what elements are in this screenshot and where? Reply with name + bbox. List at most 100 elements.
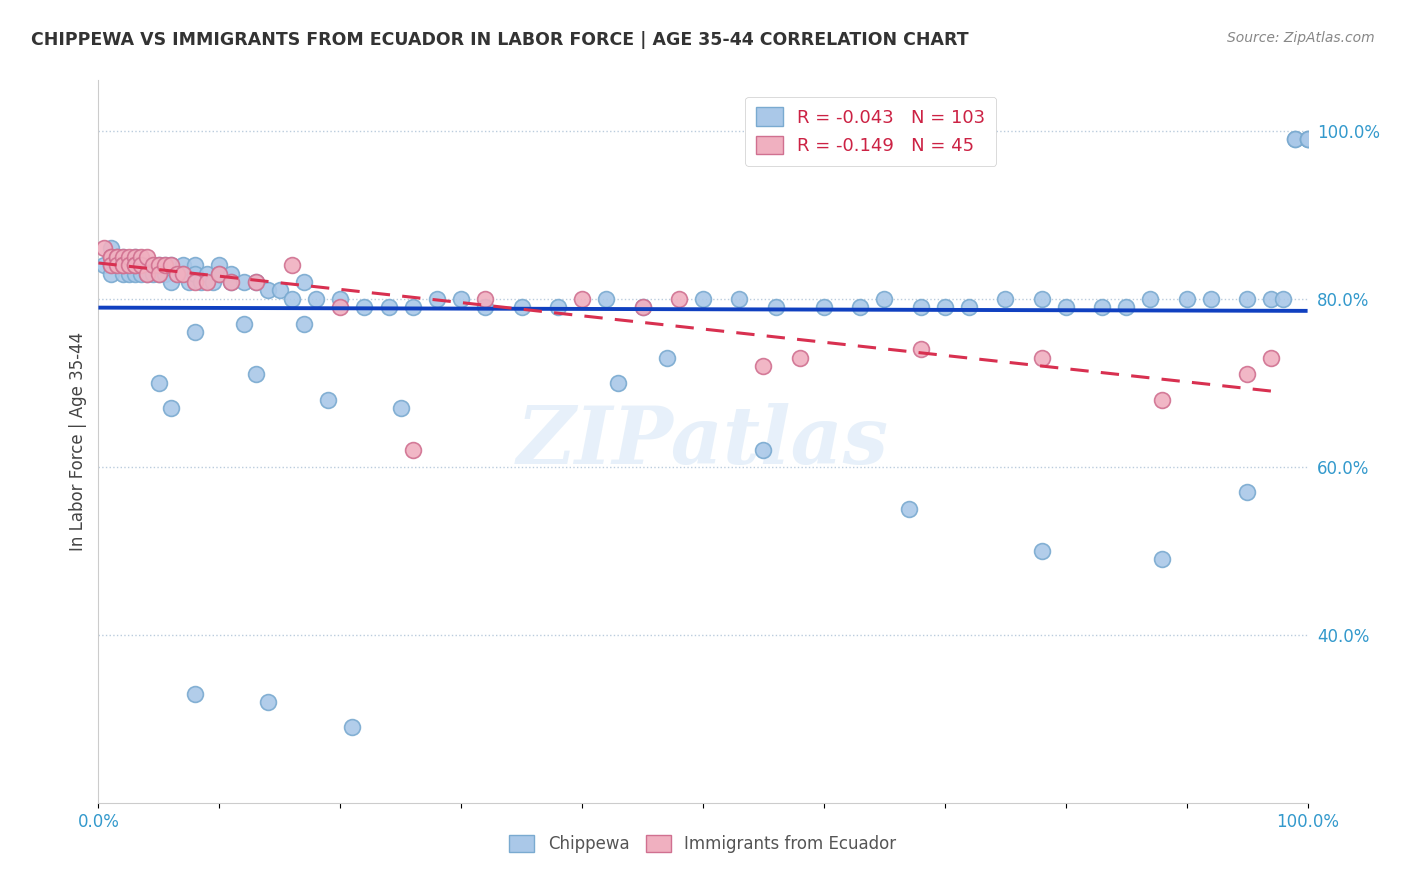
Point [957, 300, 980, 314]
Point [148, 267, 170, 281]
Point [153, 267, 176, 281]
Point [1152, 392, 1174, 407]
Point [184, 258, 207, 272]
Point [402, 442, 425, 457]
Point [105, 250, 128, 264]
Point [934, 300, 956, 314]
Point [1284, 132, 1306, 146]
Point [1236, 485, 1258, 500]
Point [135, 258, 157, 272]
Point [281, 292, 304, 306]
Point [202, 275, 225, 289]
Point [245, 275, 267, 289]
Point [100, 267, 122, 281]
Point [245, 368, 267, 382]
Point [148, 258, 170, 272]
Point [221, 275, 243, 289]
Point [160, 258, 183, 272]
Point [129, 258, 152, 272]
Point [752, 442, 775, 457]
Point [377, 300, 399, 314]
Point [668, 292, 690, 306]
Point [100, 258, 122, 272]
Point [221, 267, 243, 281]
Point [160, 401, 183, 415]
Point [1139, 292, 1161, 306]
Point [118, 267, 141, 281]
Point [105, 258, 128, 272]
Point [631, 300, 654, 314]
Point [1115, 300, 1137, 314]
Point [474, 300, 496, 314]
Y-axis label: In Labor Force | Age 35-44: In Labor Force | Age 35-44 [69, 332, 87, 551]
Point [93, 241, 115, 255]
Point [269, 283, 291, 297]
Point [765, 300, 787, 314]
Point [124, 258, 146, 272]
Point [221, 275, 243, 289]
Point [172, 258, 194, 272]
Point [184, 326, 207, 340]
Point [256, 283, 278, 297]
Point [1175, 292, 1198, 306]
Point [1284, 132, 1306, 146]
Point [1054, 300, 1077, 314]
Point [607, 376, 630, 390]
Point [160, 275, 183, 289]
Point [910, 342, 932, 356]
Point [1260, 351, 1282, 365]
Point [118, 258, 141, 272]
Point [135, 267, 157, 281]
Point [474, 292, 496, 306]
Point [142, 258, 165, 272]
Point [100, 258, 122, 272]
Point [208, 267, 231, 281]
Point [195, 275, 218, 289]
Point [111, 258, 134, 272]
Legend: Chippewa, Immigrants from Ecuador: Chippewa, Immigrants from Ecuador [503, 828, 903, 860]
Point [100, 250, 122, 264]
Point [124, 250, 146, 264]
Point [184, 267, 207, 281]
Point [124, 250, 146, 264]
Point [184, 275, 207, 289]
Point [329, 300, 352, 314]
Point [111, 258, 134, 272]
Point [897, 501, 920, 516]
Point [100, 258, 122, 272]
Point [153, 258, 176, 272]
Point [100, 250, 122, 264]
Point [208, 267, 231, 281]
Point [105, 250, 128, 264]
Point [172, 267, 194, 281]
Point [631, 300, 654, 314]
Point [100, 241, 122, 255]
Point [1296, 132, 1319, 146]
Point [1236, 368, 1258, 382]
Point [1091, 300, 1114, 314]
Point [142, 267, 165, 281]
Point [1296, 132, 1319, 146]
Point [595, 292, 617, 306]
Point [1152, 552, 1174, 566]
Point [728, 292, 751, 306]
Text: CHIPPEWA VS IMMIGRANTS FROM ECUADOR IN LABOR FORCE | AGE 35-44 CORRELATION CHART: CHIPPEWA VS IMMIGRANTS FROM ECUADOR IN L… [31, 31, 969, 49]
Point [232, 317, 254, 331]
Point [124, 258, 146, 272]
Point [135, 258, 157, 272]
Point [129, 267, 152, 281]
Point [105, 258, 128, 272]
Point [813, 300, 835, 314]
Point [184, 687, 207, 701]
Point [105, 250, 128, 264]
Point [93, 258, 115, 272]
Point [166, 267, 188, 281]
Point [402, 300, 425, 314]
Point [111, 258, 134, 272]
Point [129, 258, 152, 272]
Point [195, 267, 218, 281]
Point [160, 258, 183, 272]
Point [316, 392, 339, 407]
Point [510, 300, 533, 314]
Point [111, 250, 134, 264]
